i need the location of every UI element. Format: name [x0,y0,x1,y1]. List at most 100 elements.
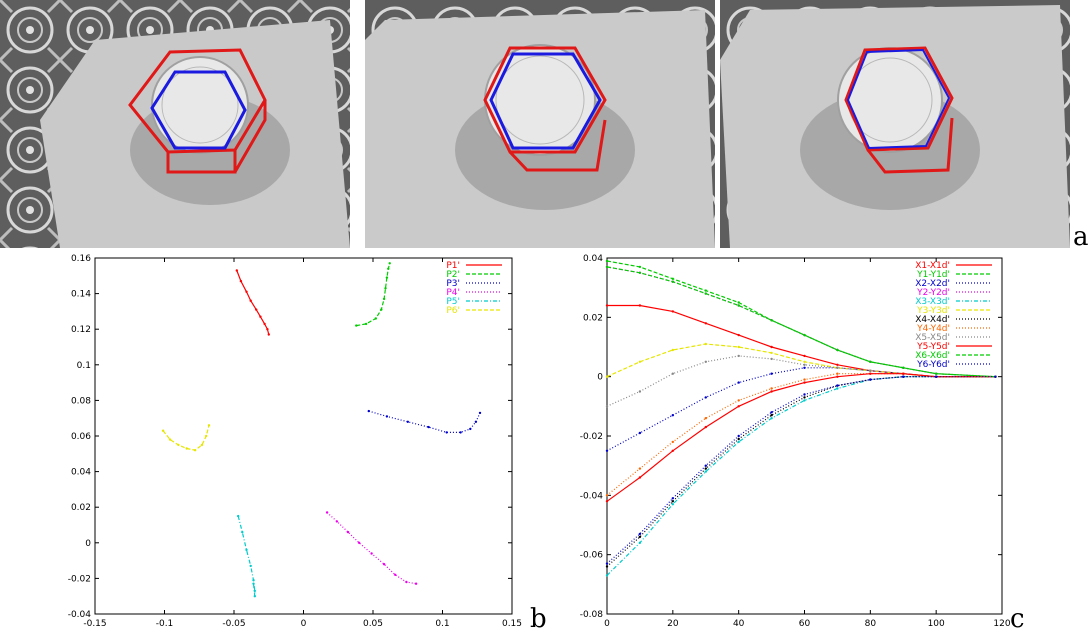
y-tick-label: 0.04 [71,468,91,478]
chart-c: 0 20 40 60 80 100 120 -0.08 -0.06 -0.04 -0.02 0 0.02… [550,248,1010,633]
x-tick-label: 0.05 [363,619,383,629]
series-line [368,410,481,433]
series-4 [325,511,418,585]
data-point [235,269,238,272]
legend-label: Y1-Y1d' [916,270,950,280]
data-point [770,390,773,393]
series-11 [605,265,997,378]
chart-b-svg: -0.15 -0.1 -0.05 0 0.05 0.1 0.15 -0.04 -0.02 0 0.0… [68,254,522,629]
data-point [253,595,256,598]
y-tick-label: 0.14 [71,290,91,300]
series-12 [605,375,997,565]
data-point [405,580,408,584]
y-tick-label: -0.02 [68,574,91,584]
data-point [200,443,204,447]
legend-label: P6' [446,306,460,316]
data-point [253,589,256,593]
data-point [638,304,642,307]
series-10 [605,372,997,503]
data-point [388,262,391,265]
data-point [803,381,806,384]
data-point [737,301,740,304]
data-point [638,467,642,470]
data-point [737,437,740,441]
data-point [252,579,255,582]
legend-label: X6-X6d' [915,351,950,361]
data-point [370,552,373,555]
data-point [638,265,642,269]
data-point [704,322,707,325]
data-point [836,372,839,375]
data-point [803,354,806,358]
legend-label: X3-X3d' [915,297,950,307]
series-line [326,512,417,585]
data-point [384,287,387,290]
x-tick-label: 0 [604,619,610,629]
data-point [185,447,188,450]
x-tick-label: 60 [799,619,811,629]
data-point [737,345,740,349]
data-point [357,541,361,544]
photo-view-2 [365,0,715,248]
data-point [239,279,243,283]
data-point [770,351,773,355]
data-point [770,387,773,390]
data-point [704,467,707,470]
x-tick-label: -0.1 [156,619,174,629]
panel-label-c: c [1010,604,1025,634]
legend-label: X2-X2d' [915,279,950,289]
series-line [237,515,256,597]
inner-hexagon [150,70,247,150]
series-3 [367,409,482,434]
data-point [704,289,707,292]
data-point [869,360,872,363]
y-tick-label: -0.06 [580,551,604,561]
data-point [325,511,329,514]
series-line [606,343,996,378]
y-tick-label: 0.1 [77,361,91,371]
data-point [207,424,211,427]
data-point [671,280,674,283]
series-line [606,373,996,502]
x-tick-label: 80 [865,619,877,629]
series-line [606,376,996,565]
legend-label: P2' [446,270,460,280]
data-point [237,514,240,518]
series-line [606,266,996,378]
legend-label: Y4-Y4d' [916,324,950,334]
data-point [704,417,707,420]
y-tick-label: -0.02 [580,432,603,442]
data-point [605,304,609,307]
data-point [638,532,642,536]
data-point [671,500,674,503]
y-tick-label: -0.08 [580,610,604,620]
data-point [259,315,262,318]
data-point [770,417,773,420]
data-point [427,425,430,429]
data-point [638,360,642,363]
series-line [606,376,996,567]
data-point [836,387,839,390]
inner-hexagon [489,52,602,150]
data-point [803,363,806,366]
data-point [770,319,773,322]
data-point [704,360,707,363]
data-point [935,375,938,378]
data-point [605,574,609,577]
x-tick-label: 0 [301,619,307,629]
data-point [836,363,839,366]
legend-label: Y5-Y5d' [916,342,950,352]
data-point [704,425,707,429]
data-point [770,414,773,417]
data-point [869,378,872,381]
x-tick-label: 120 [993,619,1010,629]
data-point [266,328,269,331]
data-point [638,476,642,479]
legend-label: P1' [446,261,460,271]
data-point [241,530,244,534]
data-point [671,348,674,352]
data-point [803,360,806,363]
data-point [638,431,642,435]
photo-view-1 [0,0,350,248]
data-point [414,582,418,585]
